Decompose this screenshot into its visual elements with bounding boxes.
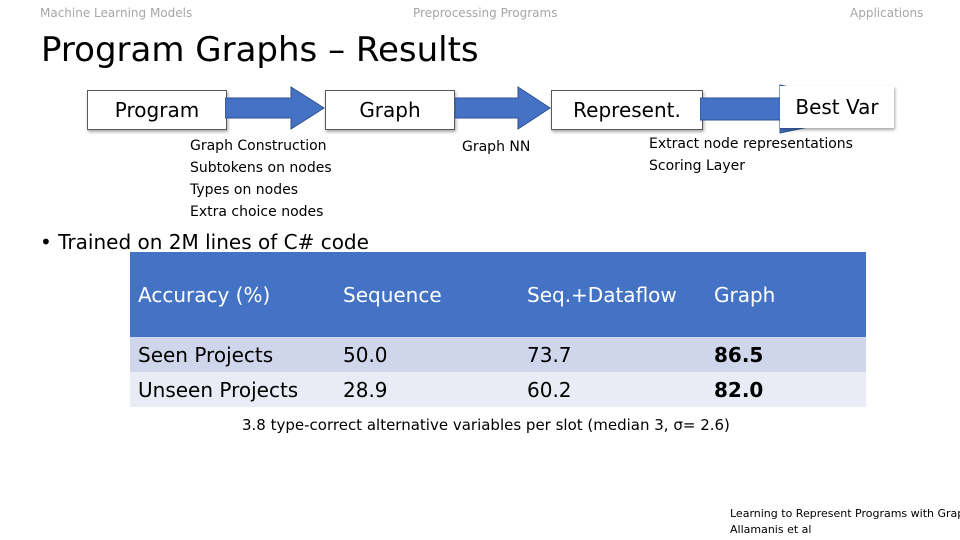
pipeline-represent-label: Represent. (573, 98, 681, 122)
table-row: Unseen Projects 28.9 60.2 82.0 (130, 372, 866, 407)
table-cell: Seen Projects (130, 337, 335, 372)
pipeline-best-var-label: Best Var (795, 95, 879, 119)
note-line: Extract node representations (649, 136, 853, 152)
table-row: Seen Projects 50.0 73.7 86.5 (130, 337, 866, 372)
citation-title: Learning to Represent Programs with Grap… (730, 507, 960, 520)
pipeline-represent-box: Represent. (551, 90, 703, 130)
citation-authors: Allamanis et al (730, 523, 812, 536)
citation: Learning to Represent Programs with Grap… (730, 506, 960, 538)
table-cell: 82.0 (706, 372, 866, 407)
note-line: Scoring Layer (649, 158, 746, 174)
table-cell: 73.7 (519, 337, 706, 372)
column-header: Seq.+Dataflow (519, 252, 706, 337)
nav-applications[interactable]: Applications (850, 6, 924, 20)
page-title: Program Graphs – Results (41, 30, 479, 70)
note-line: Extra choice nodes (190, 204, 324, 220)
table-cell: 28.9 (335, 372, 519, 407)
table-cell: 50.0 (335, 337, 519, 372)
bullet-point: • Trained on 2M lines of C# code (40, 230, 369, 254)
arrow-right-icon (455, 86, 551, 130)
column-header: Graph (706, 252, 866, 337)
graph-nn-note: Graph NN (462, 139, 531, 155)
results-table: Accuracy (%) Sequence Seq.+Dataflow Grap… (130, 252, 866, 407)
pipeline-program-label: Program (114, 98, 200, 122)
graph-construction-notes: Graph Construction Subtokens on nodes Ty… (190, 135, 332, 223)
note-line: Subtokens on nodes (190, 160, 332, 176)
pipeline-best-var-box: Best Var (780, 86, 894, 128)
pipeline-program-box: Program (87, 90, 227, 130)
nav-preprocessing-programs[interactable]: Preprocessing Programs (413, 6, 558, 20)
table-header-row: Accuracy (%) Sequence Seq.+Dataflow Grap… (130, 252, 866, 337)
table-cell: Unseen Projects (130, 372, 335, 407)
bullet-text: Trained on 2M lines of C# code (58, 230, 369, 254)
table-cell: 86.5 (706, 337, 866, 372)
bullet-icon: • (40, 230, 59, 254)
nav-machine-learning-models[interactable]: Machine Learning Models (40, 6, 193, 20)
readout-notes: Extract node representations Scoring Lay… (649, 133, 853, 177)
arrow-right-icon (225, 86, 325, 130)
table-cell: 60.2 (519, 372, 706, 407)
pipeline-graph-box: Graph (325, 90, 455, 130)
column-header: Accuracy (%) (130, 252, 335, 337)
column-header: Sequence (335, 252, 519, 337)
note-line: Types on nodes (190, 182, 299, 198)
note-line: Graph Construction (190, 138, 327, 154)
pipeline-graph-label: Graph (359, 98, 421, 122)
table-footnote: 3.8 type-correct alternative variables p… (242, 416, 730, 434)
